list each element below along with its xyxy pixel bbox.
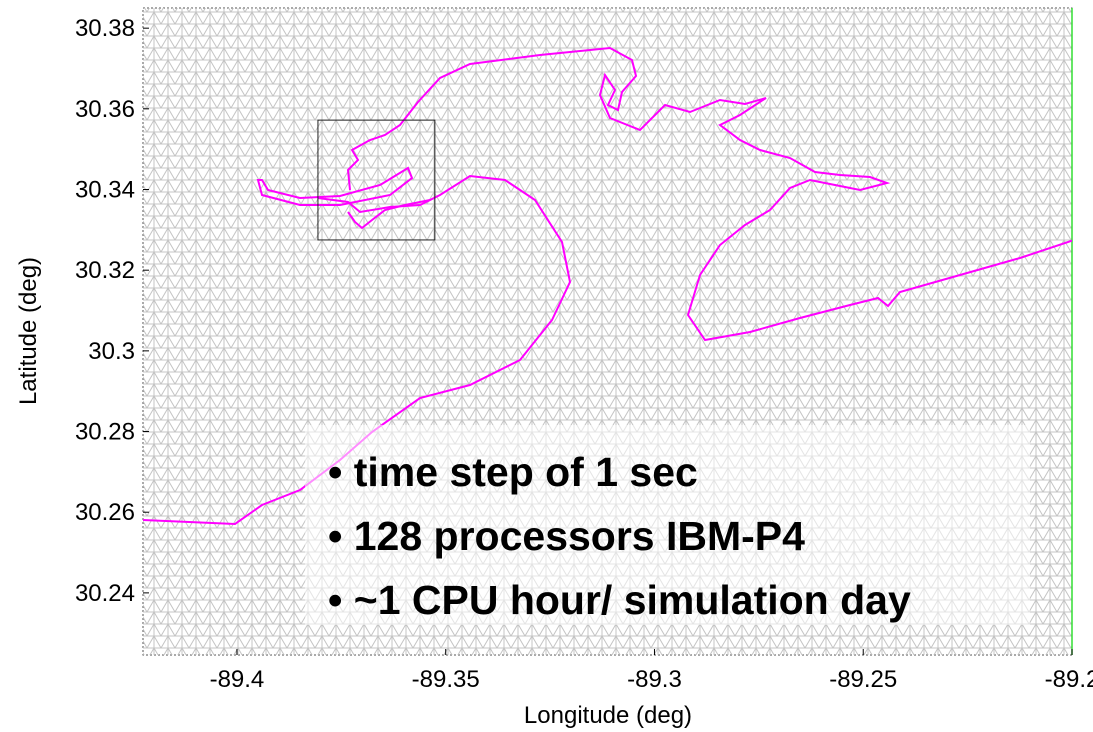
x-tick-label: -89.2 [1045,666,1093,693]
y-axis-label: Latitude (deg) [15,257,42,405]
y-tick-label: 30.32 [75,257,135,284]
note-box [305,425,1030,625]
y-tick-label: 30.26 [75,499,135,526]
y-tick-label: 30.38 [75,15,135,42]
x-tick-label: -89.35 [412,666,480,693]
y-tick-label: 30.24 [75,580,135,607]
coast-path [347,199,431,230]
x-axis-label: Longitude (deg) [524,702,692,729]
y-tick-label: 30.3 [88,338,135,365]
coast-path [256,166,414,206]
y-tick-label: 30.28 [75,419,135,446]
y-tick-label: 30.34 [75,177,135,204]
x-tick-label: -89.4 [210,666,265,693]
note: • time step of 1 sec [328,449,698,495]
coast-path [346,46,1072,342]
x-tick-label: -89.3 [627,666,682,693]
x-tick-label: -89.25 [829,666,897,693]
note: • 128 processors IBM-P4 [328,513,805,559]
note: • ~1 CPU hour/ simulation day [328,577,911,623]
inset-box [317,119,436,241]
y-tick-label: 30.36 [75,96,135,123]
